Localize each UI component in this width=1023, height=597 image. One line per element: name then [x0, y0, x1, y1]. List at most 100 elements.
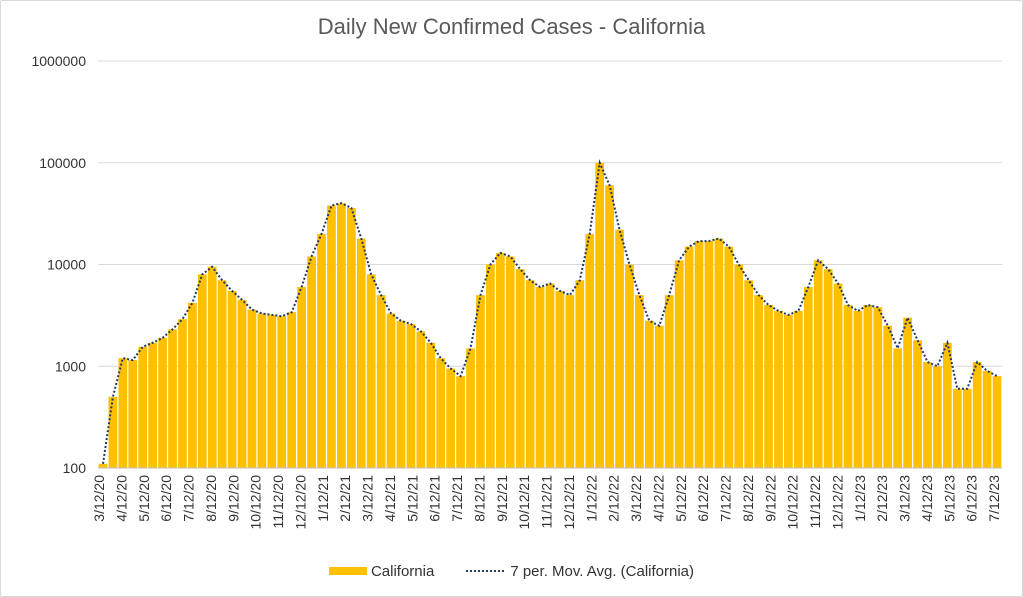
x-tick-label: 2/12/22 [606, 475, 622, 522]
bar [446, 368, 456, 468]
x-tick-label: 9/12/21 [494, 475, 510, 522]
bar [873, 307, 883, 468]
y-tick-label: 10000 [47, 257, 86, 273]
y-tick-label: 100 [63, 460, 87, 476]
x-tick-label: 6/12/22 [695, 475, 711, 522]
x-tick-label: 7/12/23 [986, 475, 1002, 522]
bar [952, 388, 962, 468]
bar [585, 233, 595, 468]
x-tick-label: 8/12/22 [740, 475, 756, 522]
x-tick-label: 5/12/21 [404, 475, 420, 522]
bar [287, 312, 297, 468]
bar [337, 203, 346, 468]
bar [903, 317, 912, 468]
x-tick-label: 4/12/21 [382, 475, 398, 522]
bar [495, 252, 505, 468]
bar [784, 314, 793, 468]
bar-series [98, 162, 1002, 468]
x-tick-label: 4/12/22 [650, 475, 666, 522]
bar [525, 280, 535, 468]
bar [277, 316, 287, 468]
bar [724, 246, 734, 468]
x-tick-label: 7/12/20 [181, 475, 197, 522]
y-tick-label: 100000 [39, 155, 86, 171]
bar [426, 342, 436, 468]
x-tick-label: 8/12/21 [471, 475, 487, 522]
bar [118, 358, 128, 468]
bar [505, 256, 515, 468]
bar [257, 313, 267, 468]
bar [466, 348, 475, 468]
x-tick-label: 4/12/20 [113, 475, 129, 522]
bar [406, 324, 416, 468]
bar [942, 342, 952, 468]
bar [764, 304, 773, 468]
bar [863, 304, 873, 468]
bar [386, 313, 396, 468]
bar [635, 295, 644, 468]
bar [476, 295, 485, 468]
x-tick-label: 3/12/20 [91, 475, 107, 522]
bar [545, 283, 555, 468]
bar [972, 362, 982, 468]
bar [158, 337, 167, 468]
x-tick-label: 1/12/21 [315, 475, 331, 522]
bar [843, 304, 853, 468]
bar [803, 287, 813, 468]
x-tick-label: 3/12/22 [628, 475, 644, 522]
bar [625, 264, 634, 468]
legend-label-california: California [370, 562, 435, 580]
bar [575, 280, 585, 468]
x-tick-label: 1/12/23 [852, 475, 868, 522]
bar [982, 370, 992, 468]
bar [267, 314, 277, 468]
x-tick-label: 9/12/22 [762, 475, 778, 522]
bar [933, 366, 942, 468]
x-tick-label: 10/12/21 [516, 475, 532, 530]
y-tick-label: 1000000 [31, 53, 86, 69]
x-tick-label: 6/12/23 [964, 475, 980, 522]
bar [366, 274, 376, 468]
x-tick-label: 5/12/23 [941, 475, 957, 522]
bar [168, 329, 177, 468]
bar [486, 264, 495, 468]
x-tick-label: 11/12/20 [270, 475, 286, 529]
bar [793, 310, 803, 468]
x-axis-ticks: 3/12/20 4/12/20 5/12/20 6/12/20 7/12/20 8/12/… [91, 475, 1002, 530]
bar [774, 310, 783, 468]
bar [247, 309, 257, 468]
x-tick-label: 8/12/20 [203, 475, 219, 522]
bar [98, 463, 108, 468]
bar [734, 264, 744, 468]
legend: California 7 per. Mov. Avg. (California) [0, 560, 1023, 582]
x-tick-label: 2/12/21 [337, 475, 353, 522]
bar [148, 342, 158, 468]
bar [356, 238, 366, 468]
bar [664, 295, 674, 468]
x-tick-label: 12/12/21 [561, 475, 577, 530]
bar [346, 207, 356, 468]
bar [207, 266, 217, 468]
bar [188, 302, 197, 468]
bar [515, 269, 525, 468]
bar [555, 290, 565, 468]
bar [714, 238, 724, 468]
bar [138, 346, 148, 468]
x-tick-label: 11/12/21 [539, 475, 555, 529]
bar [535, 287, 545, 468]
chart-title: Daily New Confirmed Cases - California [317, 14, 706, 39]
x-tick-label: 12/12/22 [829, 475, 845, 530]
bar [813, 260, 823, 468]
x-tick-label: 10/12/22 [785, 475, 801, 530]
bar [853, 310, 863, 468]
bar [684, 246, 694, 468]
legend-bar-swatch [328, 567, 367, 575]
y-axis-ticks: 1000000 100000 10000 1000 100 [31, 53, 86, 476]
bar [962, 388, 972, 468]
bar [923, 362, 932, 468]
bar [704, 241, 714, 468]
bar [227, 290, 237, 468]
bar [237, 299, 247, 468]
bar [128, 360, 138, 468]
